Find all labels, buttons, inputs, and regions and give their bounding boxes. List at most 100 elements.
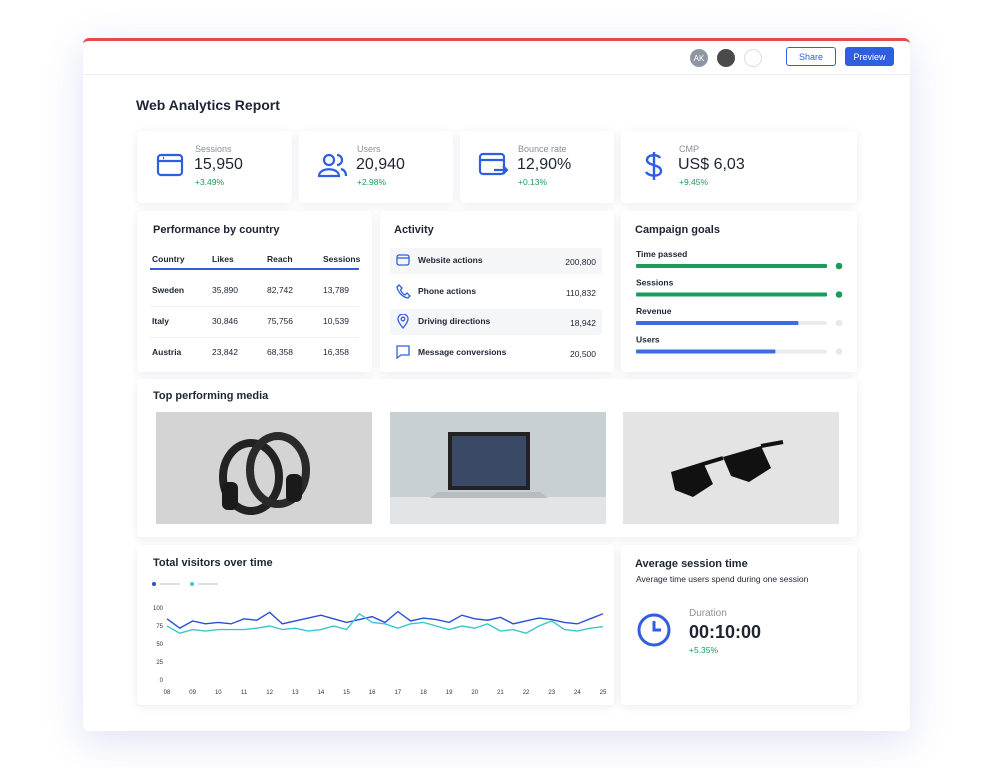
share-button[interactable]: Share xyxy=(786,47,836,66)
header-underline xyxy=(150,268,359,270)
goal-progress xyxy=(636,292,827,297)
goal-label: Time passed xyxy=(636,249,687,259)
duration-value: 00:10:00 xyxy=(689,622,762,642)
kpi-label: CMP xyxy=(679,144,699,154)
activity-label: Message conversions xyxy=(418,346,507,357)
x-tick-label: 20 xyxy=(471,690,478,696)
table-cell: 68,358 xyxy=(267,347,293,357)
column-header: Likes xyxy=(212,254,234,264)
kpi-label: Sessions xyxy=(195,144,232,154)
x-tick-label: 18 xyxy=(420,690,427,696)
y-tick-label: 100 xyxy=(153,606,164,612)
header-divider xyxy=(83,74,910,75)
media-card: Top performing media xyxy=(137,379,857,537)
legend-marker xyxy=(152,582,156,586)
table-cell: Italy xyxy=(152,316,170,326)
goal-progress xyxy=(636,349,776,354)
series-line xyxy=(166,610,604,629)
table-cell: 30,846 xyxy=(212,316,238,326)
row-background xyxy=(390,309,602,335)
row-divider xyxy=(150,337,359,338)
session-card: Average session time Average time users … xyxy=(621,545,857,705)
card-title: Campaign goals xyxy=(635,224,720,236)
duration-change: +5.35% xyxy=(689,645,719,655)
goal-status xyxy=(835,291,843,298)
media-image[interactable] xyxy=(390,412,606,524)
media-image[interactable] xyxy=(156,412,372,524)
y-tick-label: 50 xyxy=(156,642,163,648)
row-divider xyxy=(150,306,359,307)
avatar-photo[interactable] xyxy=(717,49,735,67)
kpi-value: US$ 6,03 xyxy=(678,156,745,173)
activity-value: 110,832 xyxy=(565,287,596,298)
table-cell: 16,358 xyxy=(323,347,349,357)
y-tick-label: 25 xyxy=(156,660,163,666)
visitors-card: Total visitors over time 0 25 50 75 100 08 09 1… xyxy=(137,545,614,705)
activity-value: 200,800 xyxy=(565,257,596,267)
x-tick-label: 16 xyxy=(369,690,376,696)
kpi-card: Bounce rate 12,90% +0.13% xyxy=(460,131,614,203)
goal-label: Users xyxy=(636,335,660,345)
activity-label: Phone actions xyxy=(418,285,477,296)
activity-value: 20,500 xyxy=(570,348,596,359)
series-line xyxy=(166,612,604,634)
x-tick-label: 13 xyxy=(292,690,299,696)
goal-status xyxy=(835,319,843,327)
x-tick-label: 08 xyxy=(164,690,171,696)
kpi-change: +0.13% xyxy=(518,177,548,187)
activity-icon xyxy=(396,283,411,299)
goal-status xyxy=(835,262,843,270)
card-title: Top performing media xyxy=(153,390,269,402)
performance-card: Performance by country Country Likes Reach… xyxy=(137,211,372,372)
duration-label: Duration xyxy=(689,608,727,619)
comments-icon[interactable] xyxy=(744,49,762,67)
goal-label: Sessions xyxy=(636,278,674,288)
x-tick-label: 23 xyxy=(548,690,555,696)
kpi-icon xyxy=(644,152,663,180)
kpi-card: CMP US$ 6,03 +9.45% xyxy=(621,131,857,203)
activity-icon xyxy=(397,314,409,329)
preview-button[interactable]: Preview xyxy=(845,47,894,66)
activity-value: 18,942 xyxy=(570,318,596,328)
avatar[interactable]: AK xyxy=(690,49,708,67)
kpi-icon xyxy=(317,153,348,178)
card-title: Activity xyxy=(394,224,434,236)
table-cell: Austria xyxy=(152,347,182,357)
table-cell: 75,756 xyxy=(267,316,293,326)
x-tick-label: 12 xyxy=(266,690,273,696)
kpi-icon xyxy=(156,153,184,177)
table-cell: 35,890 xyxy=(212,285,238,295)
column-header: Sessions xyxy=(323,254,361,264)
legend-marker xyxy=(190,582,194,586)
kpi-value: 20,940 xyxy=(356,156,405,173)
x-tick-label: 24 xyxy=(574,690,581,696)
x-tick-label: 09 xyxy=(189,690,196,696)
kpi-label: Users xyxy=(357,144,381,154)
activity-label: Driving directions xyxy=(418,316,491,326)
goals-card: Campaign goals Time passed Sessions Revenu… xyxy=(621,211,857,372)
x-tick-label: 11 xyxy=(241,690,248,696)
table-cell: Sweden xyxy=(152,285,185,295)
x-tick-label: 19 xyxy=(446,690,453,696)
x-tick-label: 10 xyxy=(215,690,222,696)
goal-status xyxy=(835,348,843,355)
media-image[interactable] xyxy=(623,412,839,524)
card-title: Average session time xyxy=(635,558,748,570)
kpi-label: Bounce rate xyxy=(518,144,567,154)
kpi-change: +3.49% xyxy=(195,177,225,187)
goal-label: Revenue xyxy=(636,306,672,316)
kpi-card: Sessions 15,950 +3.49% xyxy=(137,131,292,203)
activity-icon xyxy=(396,344,410,359)
kpi-card: Users 20,940 +2.98% xyxy=(299,131,453,203)
card-title: Performance by country xyxy=(153,224,280,236)
activity-icon xyxy=(396,254,410,266)
card-subtitle: Average time users spend during one sess… xyxy=(636,574,809,584)
x-tick-label: 14 xyxy=(318,690,325,696)
card-title: Total visitors over time xyxy=(153,557,273,569)
kpi-icon xyxy=(478,152,509,176)
table-cell: 10,539 xyxy=(323,316,349,326)
report-title: Web Analytics Report xyxy=(136,97,280,113)
goals-bars: Time passed Sessions Revenue Users xyxy=(636,249,843,355)
table-cell: 13,789 xyxy=(323,285,349,295)
